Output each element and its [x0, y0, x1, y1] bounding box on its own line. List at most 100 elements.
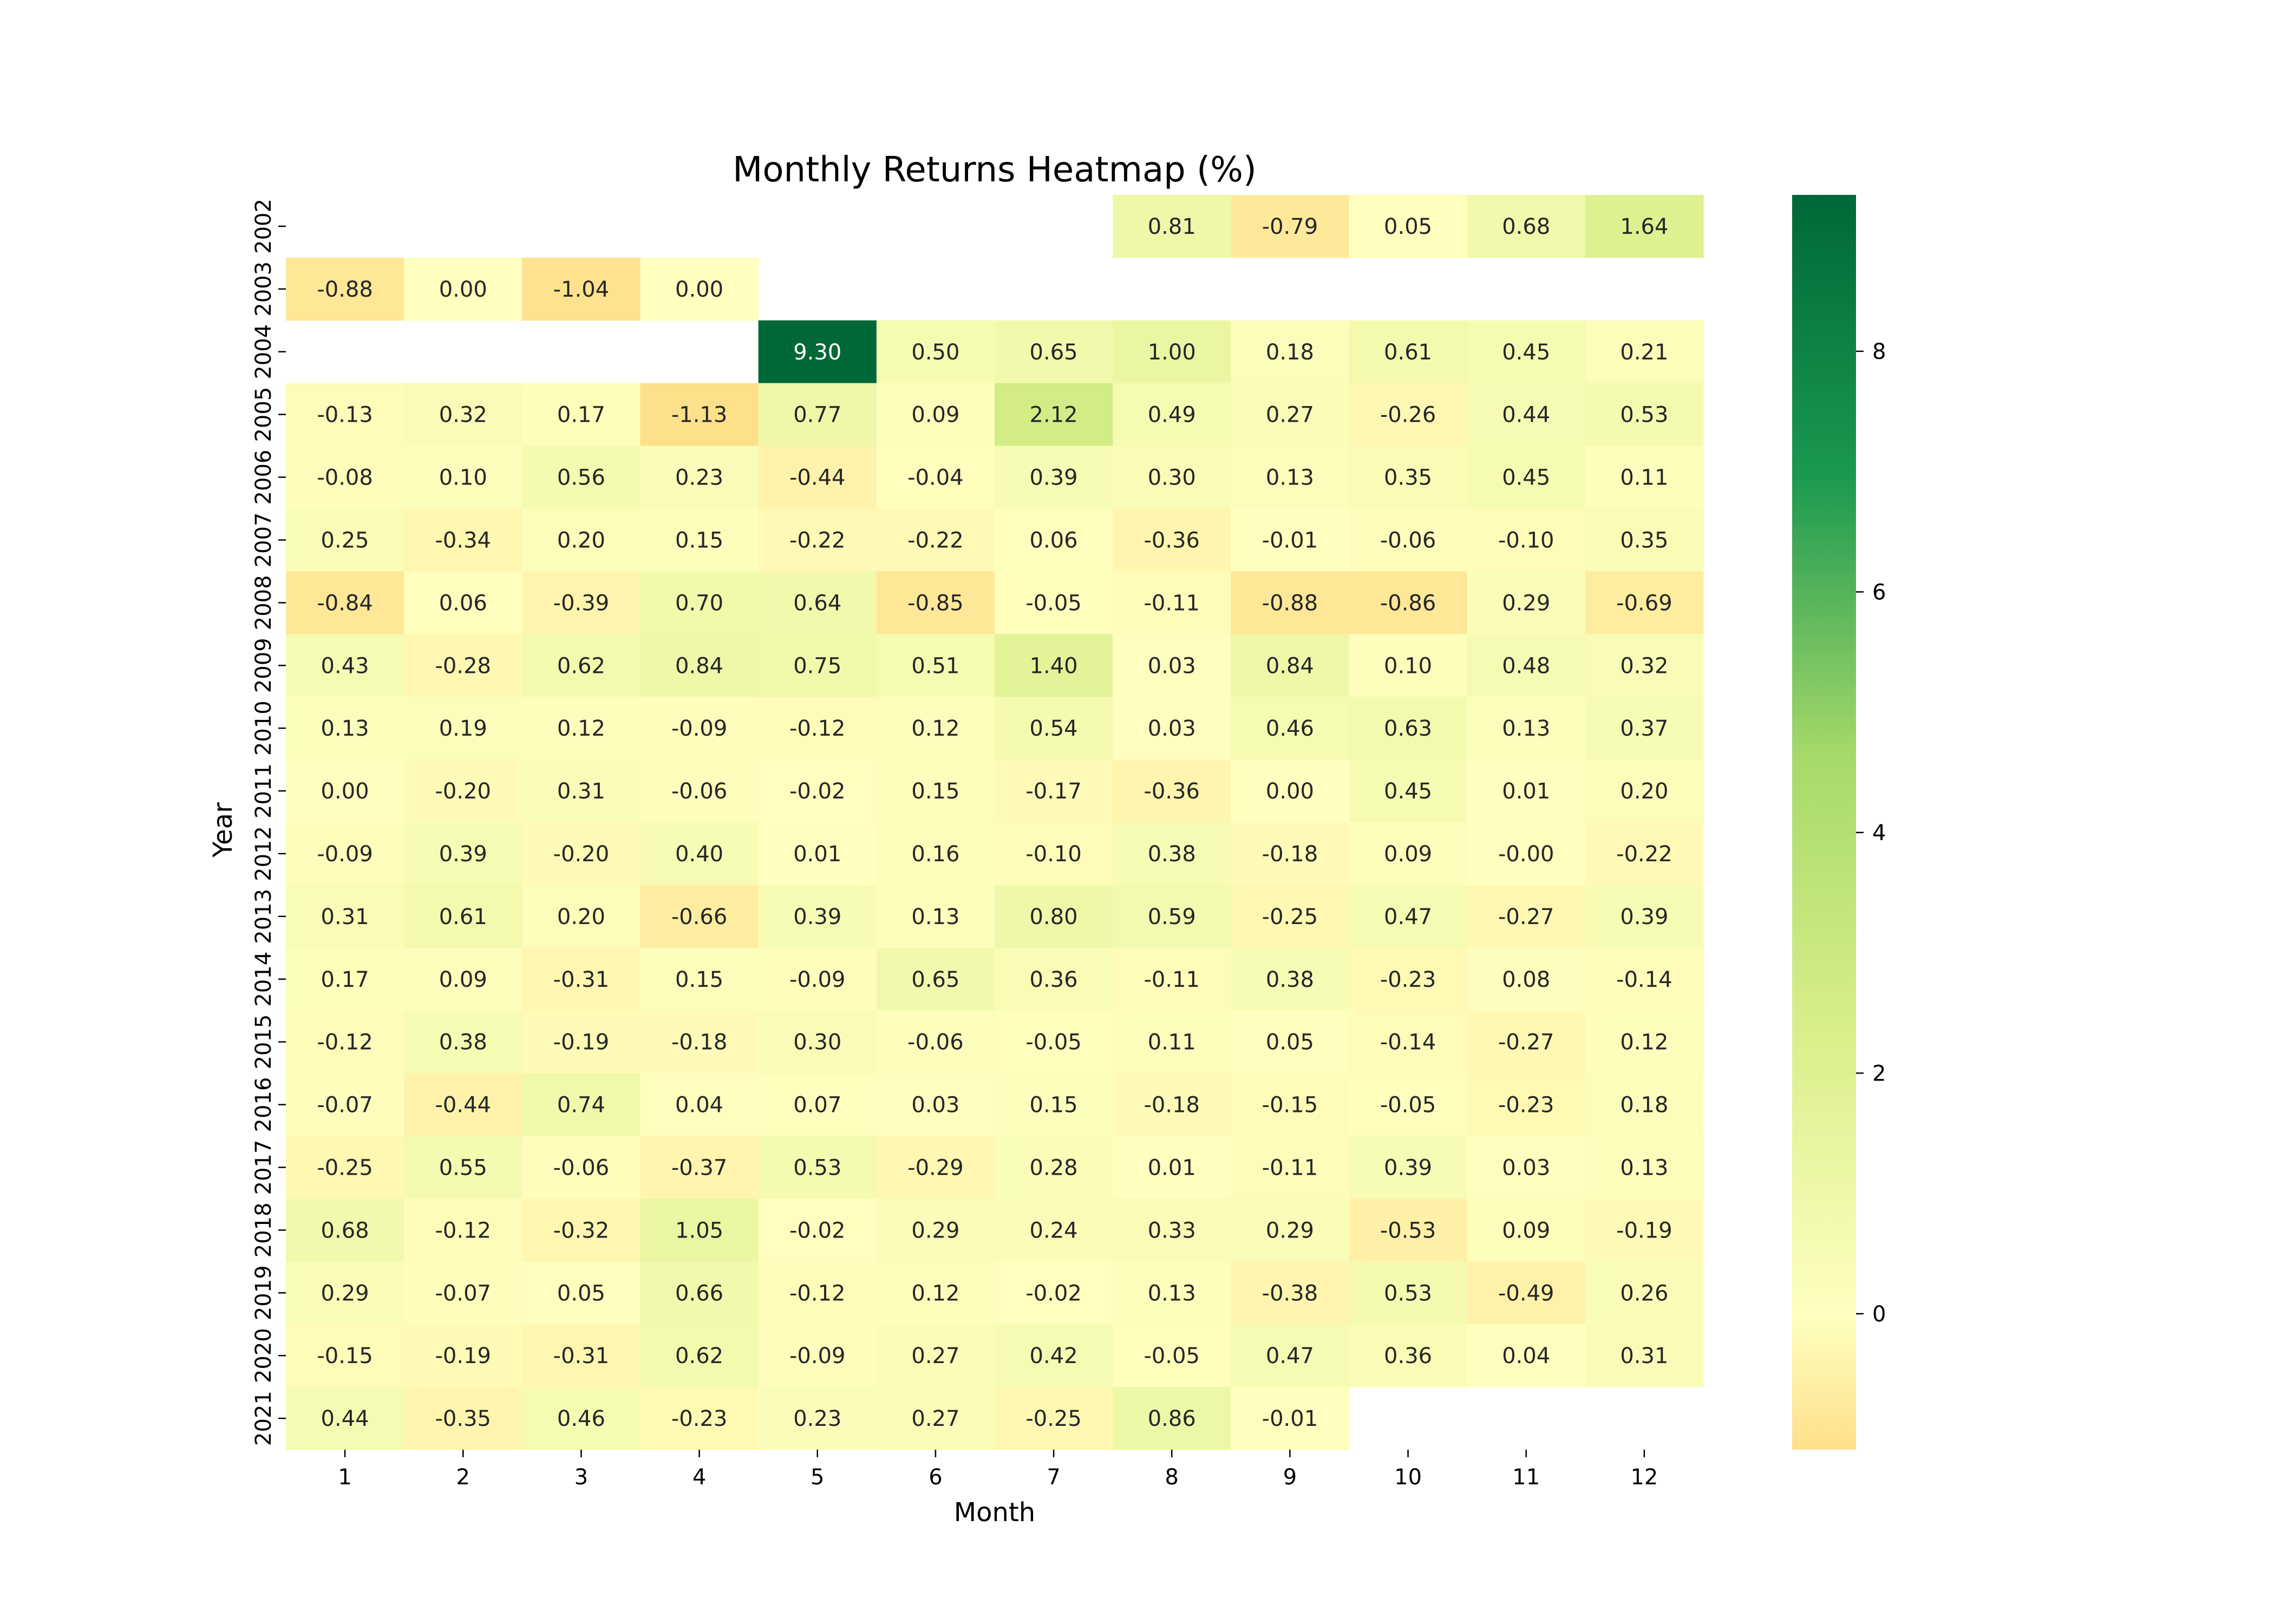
- heatmap-cell: [876, 383, 995, 447]
- cell-value-label: 0.09: [911, 403, 959, 428]
- heatmap-cell: [404, 697, 522, 760]
- cell-value-label: 0.80: [1030, 905, 1078, 929]
- heatmap-cell: [1349, 320, 1468, 384]
- heatmap-cell: [1231, 885, 1350, 948]
- heatmap-cell: [640, 1073, 759, 1137]
- y-tick-label: 2002: [251, 199, 276, 254]
- heatmap-cell: [1585, 947, 1704, 1011]
- cell-value-label: 0.12: [911, 716, 959, 741]
- heatmap-cell: [286, 1261, 404, 1325]
- cell-value-label: 1.00: [1148, 340, 1196, 365]
- x-tick-label: 3: [574, 1465, 588, 1490]
- heatmap-cell: [876, 759, 995, 823]
- cell-value-label: 0.47: [1266, 1344, 1314, 1368]
- colorbar-tick-label: 6: [1872, 580, 1886, 605]
- cell-value-label: 0.32: [439, 403, 487, 428]
- cell-value-label: -0.00: [1498, 842, 1554, 867]
- heatmap-cell: [1585, 822, 1704, 886]
- cell-value-label: -0.20: [553, 842, 610, 867]
- cell-value-label: 0.59: [1148, 905, 1196, 929]
- heatmap-cell: [1113, 1387, 1231, 1450]
- y-tick-label: 2014: [251, 952, 276, 1007]
- colorbar-tick-label: 0: [1872, 1302, 1886, 1327]
- heatmap-cell: [522, 885, 641, 948]
- heatmap-cell: [1349, 1136, 1468, 1199]
- heatmap-cell: [1467, 1136, 1586, 1199]
- cell-value-label: -0.85: [907, 591, 964, 615]
- y-tick-label: 2021: [251, 1391, 276, 1446]
- cell-value-label: 0.39: [1384, 1155, 1432, 1180]
- cell-value-label: 0.13: [1148, 1281, 1196, 1306]
- cell-value-label: -0.05: [1144, 1344, 1200, 1368]
- heatmap-cell: [1231, 195, 1350, 258]
- heatmap-cell: [1467, 759, 1586, 823]
- cell-value-label: 0.21: [1620, 340, 1668, 365]
- cell-value-label: 0.61: [1384, 340, 1432, 365]
- cell-value-label: 0.36: [1384, 1344, 1432, 1368]
- cell-value-label: -0.35: [435, 1406, 492, 1431]
- cell-value-label: 0.23: [793, 1406, 841, 1431]
- cell-value-label: 0.10: [1384, 653, 1432, 678]
- heatmap-cell: [522, 383, 641, 447]
- heatmap-cell: [286, 947, 404, 1011]
- heatmap-cell: [758, 1073, 877, 1137]
- heatmap-cell: [995, 947, 1113, 1011]
- heatmap-cell: [1231, 1261, 1350, 1325]
- cell-value-label: 0.27: [1266, 403, 1314, 428]
- heatmap-cell: [995, 1199, 1113, 1262]
- cell-value-label: 0.12: [557, 716, 605, 741]
- cell-value-label: -0.79: [1262, 214, 1318, 239]
- y-tick-label: 2009: [251, 638, 276, 693]
- cell-value-label: -0.23: [1380, 967, 1436, 992]
- heatmap-cell: [640, 822, 759, 886]
- heatmap-cell: [1349, 822, 1468, 886]
- heatmap-cell: [1231, 759, 1350, 823]
- heatmap-cell: [1467, 1073, 1586, 1137]
- cell-value-label: 0.49: [1148, 403, 1196, 428]
- heatmap-cell: [876, 1324, 995, 1387]
- cell-value-label: 0.13: [321, 716, 369, 741]
- heatmap-cell: [1113, 634, 1231, 697]
- heatmap-cell: [876, 1199, 995, 1262]
- y-tick-label: 2019: [251, 1265, 276, 1320]
- heatmap-cell: [1467, 383, 1586, 447]
- heatmap-cell: [404, 446, 522, 509]
- heatmap-cell: [758, 759, 877, 823]
- colorbar-ticks: 0 2 4 6 8: [1856, 339, 1886, 1327]
- cell-value-label: 0.09: [1502, 1218, 1550, 1243]
- cell-value-label: -0.29: [907, 1155, 964, 1180]
- heatmap-cell: [1585, 320, 1704, 384]
- cell-value-label: -0.07: [435, 1281, 492, 1306]
- cell-value-label: -0.12: [789, 1281, 846, 1306]
- cell-value-label: 0.11: [1148, 1030, 1196, 1055]
- heatmap-cell: [1349, 508, 1468, 572]
- cell-value-label: 0.47: [1384, 905, 1432, 929]
- y-tick-label: 2018: [251, 1202, 276, 1258]
- heatmap-cell: [522, 1073, 641, 1137]
- cell-value-label: 0.68: [321, 1218, 369, 1243]
- heatmap-cell: [758, 320, 877, 384]
- heatmap-cell: [640, 697, 759, 760]
- x-tick-label: 7: [1047, 1465, 1060, 1490]
- cell-value-label: 0.15: [911, 779, 959, 804]
- heatmap-cell: [1231, 1324, 1350, 1387]
- heatmap-cell: [404, 822, 522, 886]
- heatmap-cell: [758, 822, 877, 886]
- cell-value-label: -0.11: [1262, 1155, 1318, 1180]
- heatmap-cell: [1467, 697, 1586, 760]
- heatmap-cell: [522, 1387, 641, 1450]
- cell-value-label: 0.38: [439, 1030, 487, 1055]
- y-tick-label: 2020: [251, 1328, 276, 1383]
- heatmap-cell: [1585, 885, 1704, 948]
- cell-value-label: -0.28: [435, 653, 492, 678]
- heatmap-cell: [1113, 195, 1231, 258]
- cell-value-label: -0.09: [317, 842, 373, 867]
- cell-value-label: -0.37: [671, 1155, 728, 1180]
- cell-value-label: -0.25: [1025, 1406, 1082, 1431]
- heatmap-cell: [1585, 1010, 1704, 1074]
- heatmap-cells: 0.81 -0.79 0.05 0.68 1.64 -0.88 0.00 -1.04 0.00 9…: [286, 195, 1704, 1450]
- heatmap-cell: [1467, 885, 1586, 948]
- heatmap-cell: [286, 1324, 404, 1387]
- heatmap-cell: [1585, 195, 1704, 258]
- heatmap-cell: [640, 759, 759, 823]
